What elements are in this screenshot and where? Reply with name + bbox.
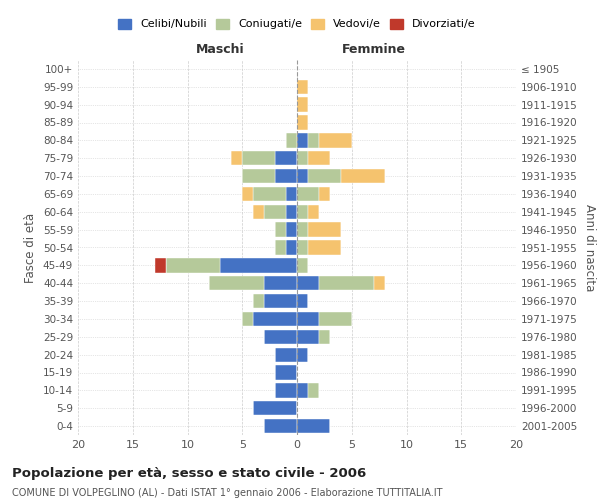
Bar [253,401,297,415]
Bar [253,294,264,308]
Bar [297,116,308,130]
Bar [264,276,297,290]
Bar [275,151,297,166]
Bar [297,348,308,362]
Bar [286,240,297,254]
Bar [275,240,286,254]
Bar [308,169,341,183]
Y-axis label: Anni di nascita: Anni di nascita [583,204,596,291]
Bar [166,258,220,272]
Bar [297,204,308,219]
Bar [308,240,341,254]
Bar [319,133,352,148]
Text: COMUNE DI VOLPEGLINO (AL) - Dati ISTAT 1° gennaio 2006 - Elaborazione TUTTITALIA: COMUNE DI VOLPEGLINO (AL) - Dati ISTAT 1… [12,488,443,498]
Bar [319,276,374,290]
Bar [253,187,286,201]
Text: Popolazione per età, sesso e stato civile - 2006: Popolazione per età, sesso e stato civil… [12,468,366,480]
Bar [297,240,308,254]
Bar [286,133,297,148]
Bar [308,383,319,398]
Bar [319,187,330,201]
Bar [275,383,297,398]
Bar [264,330,297,344]
Bar [286,204,297,219]
Bar [297,276,319,290]
Bar [242,312,253,326]
Bar [341,169,385,183]
Bar [264,294,297,308]
Bar [308,204,319,219]
Legend: Celibi/Nubili, Coniugati/e, Vedovi/e, Divorziati/e: Celibi/Nubili, Coniugati/e, Vedovi/e, Di… [113,13,481,35]
Y-axis label: Fasce di età: Fasce di età [25,212,37,282]
Text: Femmine: Femmine [341,44,406,57]
Bar [297,330,319,344]
Bar [319,330,330,344]
Bar [275,222,286,237]
Bar [297,383,308,398]
Bar [297,222,308,237]
Bar [242,169,275,183]
Bar [155,258,166,272]
Text: Maschi: Maschi [196,44,245,57]
Bar [242,187,253,201]
Bar [209,276,264,290]
Bar [253,204,264,219]
Bar [297,294,308,308]
Bar [286,187,297,201]
Bar [297,133,308,148]
Bar [286,222,297,237]
Bar [232,151,242,166]
Bar [297,258,308,272]
Bar [253,312,297,326]
Bar [264,204,286,219]
Bar [308,222,341,237]
Bar [297,187,319,201]
Bar [297,312,319,326]
Bar [275,348,297,362]
Bar [275,169,297,183]
Bar [374,276,385,290]
Bar [308,133,319,148]
Bar [297,80,308,94]
Bar [297,169,308,183]
Bar [297,151,308,166]
Bar [308,151,330,166]
Bar [242,151,275,166]
Bar [264,419,297,433]
Bar [275,366,297,380]
Bar [319,312,352,326]
Bar [297,98,308,112]
Bar [297,419,330,433]
Bar [220,258,297,272]
